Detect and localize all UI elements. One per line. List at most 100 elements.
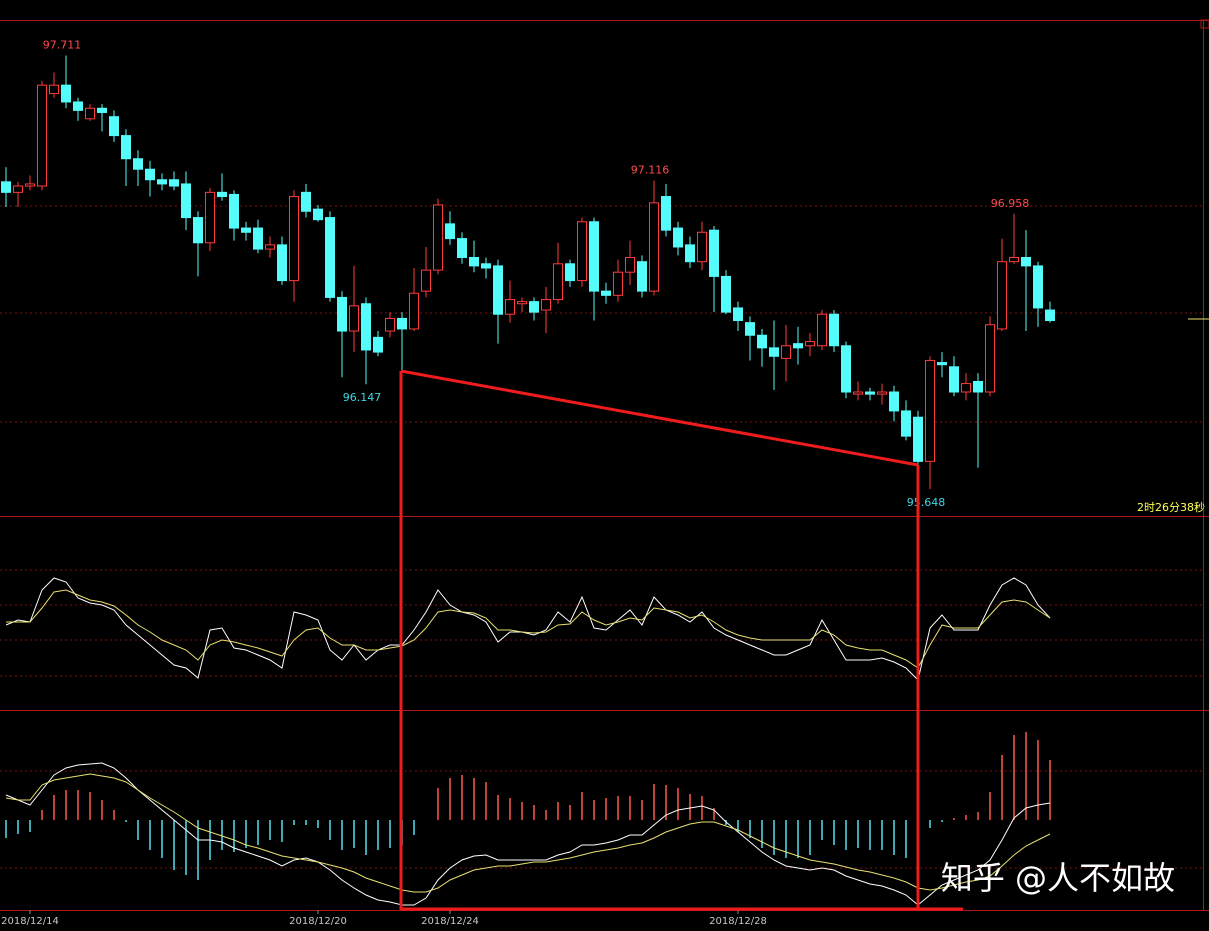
candle-body [349, 305, 359, 332]
candle-body [445, 223, 455, 240]
candle-body [13, 185, 23, 193]
candle-body [961, 383, 971, 393]
candle-body [697, 231, 707, 263]
candle-body [457, 238, 467, 258]
candle-body [61, 84, 71, 103]
candle-body [37, 84, 47, 187]
candle-body [25, 183, 35, 187]
low-label: 96.147 [343, 391, 382, 404]
candle-body [529, 301, 539, 313]
candle-body [517, 301, 527, 305]
candle-body [469, 256, 479, 267]
indicator-line [5, 773, 1051, 893]
candle-body [253, 227, 263, 250]
high-label: 97.116 [631, 164, 670, 177]
candle-body [49, 84, 59, 95]
candle-body [805, 341, 815, 347]
candle-body [121, 135, 131, 160]
candle-body [901, 410, 911, 437]
candle-body [985, 324, 995, 393]
candle-body [313, 208, 323, 221]
candle-body [433, 204, 443, 271]
candle-body [565, 263, 575, 282]
indicator-line [6, 589, 1051, 669]
candle-body [661, 196, 671, 231]
candle-body [265, 244, 275, 250]
annotation-line [400, 369, 919, 467]
candle-body [1021, 256, 1031, 267]
candle-body [637, 261, 647, 292]
candle-body [865, 391, 875, 395]
high-label: 96.958 [991, 197, 1030, 210]
candle-body [589, 221, 599, 292]
candle-body [649, 202, 659, 292]
candle-body [73, 101, 83, 111]
candle-body [109, 116, 119, 137]
candle-body [337, 296, 347, 332]
x-tick-label: 2018/12/24 [421, 916, 479, 927]
candle-body [133, 158, 143, 170]
candle-body [541, 299, 551, 311]
candle-body [421, 269, 431, 292]
candle-body [373, 336, 383, 353]
candle-body [217, 191, 227, 198]
candle-body [1009, 256, 1019, 263]
candle-body [733, 307, 743, 322]
grid [0, 205, 1203, 869]
candle-body [889, 391, 899, 412]
candle-body [769, 347, 779, 357]
candle-body [325, 217, 335, 298]
hand-annotation [399, 369, 963, 911]
candle-body [397, 317, 407, 330]
candle-body [685, 244, 695, 263]
candle-body [601, 290, 611, 296]
indicator-line [5, 762, 1051, 906]
candle-body [829, 313, 839, 347]
candle-body [973, 380, 983, 393]
candle-body [85, 107, 95, 120]
candle-body [301, 191, 311, 212]
candle-body [757, 334, 767, 349]
candle-body [1033, 265, 1043, 309]
candle-body [505, 299, 515, 315]
candle-body [709, 229, 719, 277]
candle-body [997, 261, 1007, 330]
candle-body [925, 359, 935, 462]
candle-body [493, 265, 503, 315]
low-label: 95.648 [907, 496, 946, 509]
candle-body [877, 391, 887, 395]
candle-body [853, 391, 863, 395]
candle-body [817, 313, 827, 347]
candle-body [1, 181, 11, 193]
candle-body [385, 317, 395, 332]
countdown: 2时26分38秒 [1137, 500, 1205, 514]
indicator-line [5, 577, 1051, 681]
high-label: 97.711 [43, 39, 82, 52]
candle-body [613, 271, 623, 296]
watermark: 知乎 @人不如故 [941, 859, 1175, 897]
candle-body [181, 183, 191, 219]
candle-body [205, 191, 215, 244]
candle-body [481, 263, 491, 269]
marks: 97.711 97.116 96.958 96.147 95.648 2018/12/14… [1, 39, 1055, 927]
candle-body [577, 221, 587, 282]
x-tick-label: 2018/12/20 [289, 916, 347, 927]
candle-body [793, 343, 803, 349]
x-tick-label: 2018/12/28 [709, 916, 767, 927]
candle-body [673, 227, 683, 248]
candle-body [289, 196, 299, 282]
candle-body [721, 275, 731, 313]
candle-body [553, 263, 563, 301]
candle-body [937, 362, 947, 366]
candle-body [409, 292, 419, 330]
candle-body [745, 322, 755, 336]
candle-body [157, 179, 167, 185]
candle-body [169, 179, 179, 187]
candle-body [193, 217, 203, 244]
candle-body [913, 416, 923, 462]
x-tick-label: 2018/12/14 [1, 916, 59, 927]
candle-body [781, 345, 791, 359]
candle-body [949, 366, 959, 393]
